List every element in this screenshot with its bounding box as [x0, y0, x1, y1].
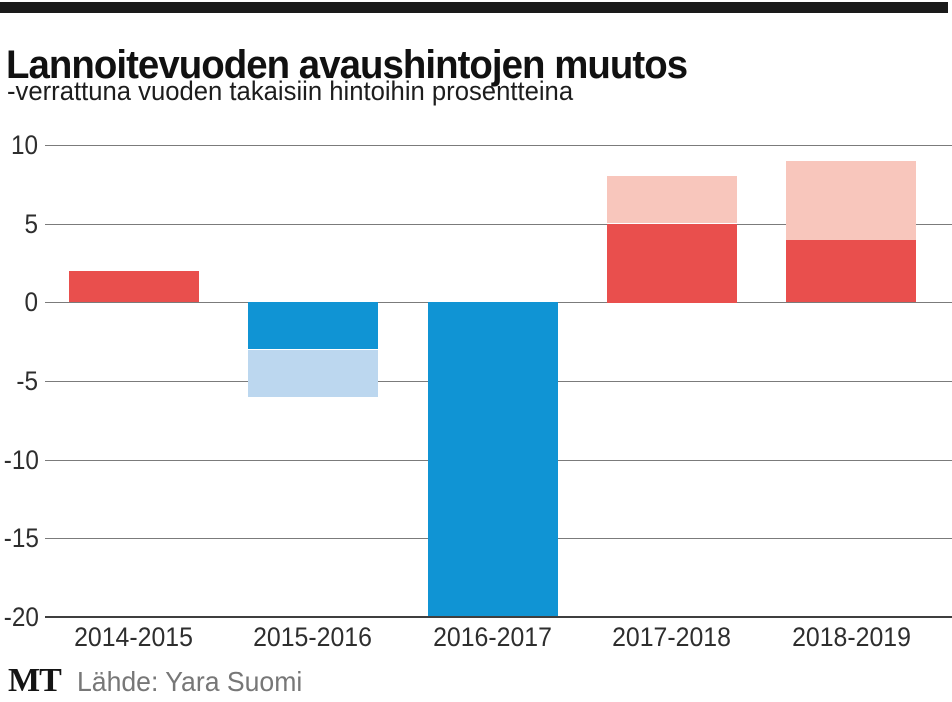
- x-tick-label: 2017-2018: [612, 622, 731, 652]
- bar-segment: [248, 302, 378, 349]
- bar-segment: [786, 161, 916, 240]
- y-tick-label: 10: [10, 130, 38, 160]
- y-tick-label: 0: [24, 287, 38, 317]
- y-tick-label: -15: [3, 523, 39, 553]
- source-label: Lähde: Yara Suomi: [76, 666, 303, 697]
- gridline: [45, 145, 952, 146]
- y-tick-label: -5: [16, 366, 38, 396]
- mt-logo: MT: [8, 662, 62, 699]
- bar-segment: [69, 271, 199, 302]
- y-tick-label: -20: [3, 602, 39, 632]
- x-tick-label: 2015-2016: [253, 622, 372, 652]
- chart-subtitle: -verrattuna vuoden takaisiin hintoihin p…: [7, 76, 574, 106]
- bar-segment: [607, 224, 737, 303]
- x-tick-label: 2016-2017: [433, 622, 552, 652]
- y-tick-label: -10: [3, 445, 39, 475]
- bar-segment: [428, 302, 558, 617]
- x-tick-label: 2014-2015: [74, 622, 193, 652]
- bar-segment: [786, 239, 916, 302]
- x-tick-label: 2018-2019: [792, 622, 911, 652]
- masthead-bar: [0, 2, 948, 13]
- gridline: [45, 224, 952, 225]
- bar-segment: [607, 176, 737, 223]
- chart-title: Lannoitevuoden avaushintojen muutos: [6, 42, 688, 87]
- x-axis-line: [45, 616, 952, 618]
- chart-footer: MT Lähde: Yara Suomi: [8, 662, 948, 700]
- y-tick-label: 5: [24, 209, 38, 239]
- bar-segment: [248, 350, 378, 397]
